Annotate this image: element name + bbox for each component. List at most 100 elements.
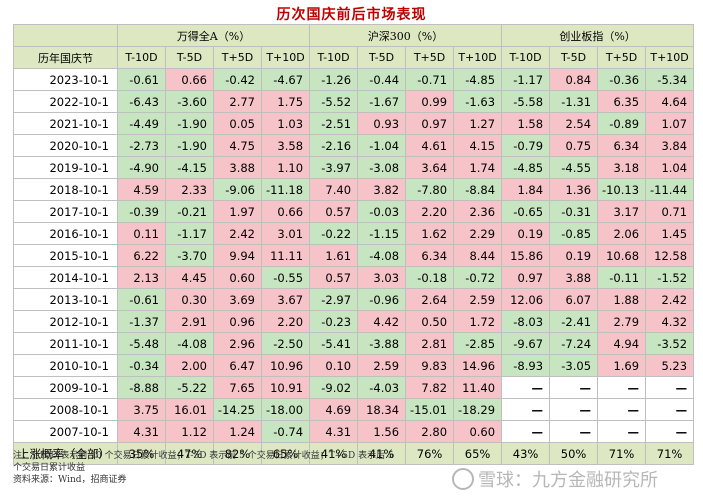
row-date: 2018-10-1 — [13, 178, 118, 201]
row-date: 2016-10-1 — [13, 222, 118, 245]
value-cell: -4.08 — [357, 244, 407, 267]
col-header: T-5D — [357, 46, 407, 69]
value-cell: -9.02 — [309, 376, 359, 399]
value-cell: -9.67 — [501, 332, 551, 355]
value-cell: 10.91 — [260, 376, 311, 399]
col-header: T-10D — [309, 46, 359, 69]
value-cell: -0.72 — [453, 266, 503, 289]
value-cell: 2.91 — [165, 310, 214, 333]
value-cell: 3.17 — [597, 200, 647, 223]
value-cell: 4.15 — [453, 134, 503, 157]
value-cell: 4.32 — [645, 310, 695, 333]
value-cell: 2.59 — [357, 354, 407, 377]
value-cell: -1.37 — [117, 310, 166, 333]
value-cell: 2.59 — [453, 288, 503, 311]
value-cell: 3.18 — [597, 156, 647, 179]
value-cell: 1.58 — [501, 112, 551, 135]
value-cell: -0.11 — [597, 266, 647, 289]
value-cell: -0.18 — [405, 266, 455, 289]
probability-cell: 41% — [357, 442, 407, 465]
value-cell: 1.97 — [213, 200, 262, 223]
value-cell: 9.94 — [213, 244, 262, 267]
col-header: T-5D — [165, 46, 214, 69]
watermark-text: 雪球：九方金融研究所 — [478, 470, 658, 491]
value-cell: 2.20 — [260, 310, 311, 333]
value-cell: 3.01 — [260, 222, 311, 245]
value-cell: 14.96 — [453, 354, 503, 377]
value-cell: -5.41 — [309, 332, 359, 355]
table-row: 2020-10-1 -2.73 -1.90 4.75 3.58 -2.16 -1.04 4.6… — [13, 134, 695, 157]
value-cell: -8.88 — [117, 376, 166, 399]
value-cell: 7.40 — [309, 178, 359, 201]
value-cell: -3.52 — [645, 332, 695, 355]
value-cell: -2.16 — [309, 134, 359, 157]
probability-cell: 35% — [117, 442, 166, 465]
value-cell: -8.93 — [501, 354, 551, 377]
table-row: 2023-10-1 -0.61 0.66 -0.42 -4.67 -1.26 -0.44 -0… — [13, 68, 695, 91]
value-cell: — — [645, 376, 695, 399]
row-date: 2014-10-1 — [13, 266, 118, 289]
value-cell: -15.01 — [405, 398, 455, 421]
value-cell: -11.18 — [260, 178, 311, 201]
row-date: 2013-10-1 — [13, 288, 118, 311]
value-cell: -3.08 — [357, 156, 407, 179]
probability-cell: 65% — [453, 442, 503, 465]
value-cell: 0.71 — [645, 200, 695, 223]
value-cell: 6.07 — [549, 288, 599, 311]
value-cell: 1.10 — [260, 156, 311, 179]
value-cell: 2.81 — [405, 332, 455, 355]
value-cell: 3.88 — [213, 156, 262, 179]
value-cell: 2.80 — [405, 420, 455, 443]
probability-cell: 41% — [309, 442, 359, 465]
row-date: 2017-10-1 — [13, 200, 118, 223]
value-cell: -1.67 — [357, 90, 407, 113]
value-cell: 15.86 — [501, 244, 551, 267]
value-cell: -2.73 — [117, 134, 166, 157]
value-cell: 6.34 — [405, 244, 455, 267]
value-cell: -7.80 — [405, 178, 455, 201]
value-cell: 2.77 — [213, 90, 262, 113]
value-cell: 3.69 — [213, 288, 262, 311]
probability-cell: 71% — [645, 442, 695, 465]
watermark: 雪球：九方金融研究所 — [452, 466, 658, 492]
value-cell: -8.03 — [501, 310, 551, 333]
value-cell: 3.58 — [260, 134, 311, 157]
group-header-csi300: 沪深300（%） — [309, 24, 503, 47]
col-header: T-5D — [549, 46, 599, 69]
value-cell: -0.22 — [309, 222, 359, 245]
header-corner — [13, 24, 118, 47]
value-cell: -0.55 — [260, 266, 311, 289]
value-cell: -2.50 — [260, 332, 311, 355]
row-date: 2009-10-1 — [13, 376, 118, 399]
value-cell: 18.34 — [357, 398, 407, 421]
value-cell: -0.03 — [357, 200, 407, 223]
value-cell: 0.60 — [453, 420, 503, 443]
value-cell: 4.69 — [309, 398, 359, 421]
value-cell: -4.03 — [357, 376, 407, 399]
value-cell: -1.90 — [165, 112, 214, 135]
value-cell: 12.06 — [501, 288, 551, 311]
value-cell: 1.84 — [501, 178, 551, 201]
value-cell: — — [501, 376, 551, 399]
value-cell: -0.89 — [597, 112, 647, 135]
value-cell: -4.85 — [453, 68, 503, 91]
value-cell: 1.56 — [357, 420, 407, 443]
col-header: T-10D — [501, 46, 551, 69]
row-date: 2020-10-1 — [13, 134, 118, 157]
value-cell: -4.49 — [117, 112, 166, 135]
table-row: 2009-10-1 -8.88 -5.22 7.65 10.91 -9.02 -4.03 7.… — [13, 376, 695, 399]
table-row: 2013-10-1 -0.61 0.30 3.69 3.67 -2.97 -0.96 2.64… — [13, 288, 695, 311]
table-row: 2017-10-1 -0.39 -0.21 1.97 0.66 0.57 -0.03 2.20… — [13, 200, 695, 223]
value-cell: 0.66 — [260, 200, 311, 223]
value-cell: -8.84 — [453, 178, 503, 201]
value-cell: — — [549, 420, 599, 443]
table-row: 2007-10-1 4.31 1.12 1.24 -0.74 4.31 1.56 2.80 0.… — [13, 420, 695, 443]
value-cell: 0.96 — [213, 310, 262, 333]
table-row: 2019-10-1 -4.90 -4.15 3.88 1.10 -3.97 -3.08 3.6… — [13, 156, 695, 179]
value-cell: 11.11 — [260, 244, 311, 267]
row-date: 2008-10-1 — [13, 398, 118, 421]
value-cell: 2.54 — [549, 112, 599, 135]
value-cell: 12.58 — [645, 244, 695, 267]
value-cell: 16.01 — [165, 398, 214, 421]
table-row: 2012-10-1 -1.37 2.91 0.96 2.20 -0.23 4.42 0.50 1… — [13, 310, 695, 333]
